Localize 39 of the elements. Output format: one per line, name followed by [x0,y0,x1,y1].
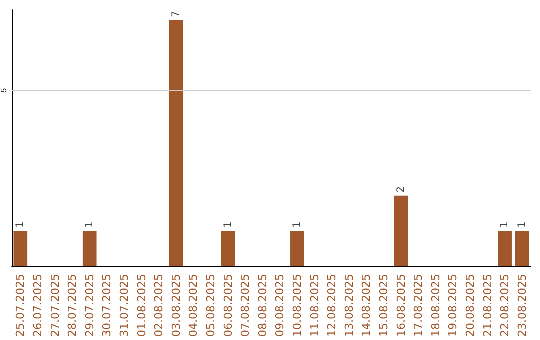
x-tick-label: 20.08.2025 [464,274,477,338]
x-tick-label: 31.07.2025 [118,274,131,338]
x-tick-label: 14.08.2025 [360,274,374,338]
x-tick-label: 23.08.2025 [516,274,529,338]
x-tick-label: 16.08.2025 [394,274,408,338]
data-label: 7 [170,11,182,18]
x-tick-label: 02.08.2025 [152,274,166,338]
x-tick-label: 25.07.2025 [14,274,28,338]
y-tick-label: 5 [0,88,8,93]
x-tick-label: 28.07.2025 [66,274,80,338]
x-tick-label: 18.08.2025 [429,274,442,338]
x-tick-label: 07.08.2025 [239,274,252,338]
x-tick-label: 19.08.2025 [446,274,460,338]
x-tick-label: 11.08.2025 [308,274,322,338]
x-tick-label: 29.07.2025 [83,274,96,338]
data-label: 1 [292,222,303,228]
x-tick-label: 13.08.2025 [342,274,356,338]
x-tick-label: 01.08.2025 [135,274,148,338]
data-label: 1 [84,222,96,228]
x-tick-label: 10.08.2025 [290,274,304,338]
data-label: 2 [396,186,407,193]
x-tick-label: 05.08.2025 [204,274,218,338]
data-label: 1 [15,222,26,228]
x-tick-label: 08.08.2025 [256,274,270,338]
x-tick-label: 06.08.2025 [222,274,235,338]
x-tick-label: 09.08.2025 [274,274,287,338]
x-tick-label: 15.08.2025 [377,274,390,338]
x-tick-label: 21.08.2025 [481,274,494,338]
data-label: 1 [500,222,511,228]
data-label: 1 [222,222,234,228]
x-tick-label: 30.07.2025 [100,274,114,338]
x-tick-label: 27.07.2025 [48,274,62,338]
x-tick-label: 17.08.2025 [412,274,426,338]
x-tick-label: 03.08.2025 [170,274,183,338]
x-tick-label: 22.08.2025 [498,274,512,338]
x-tick-label: 26.07.2025 [31,274,44,338]
data-label: 1 [516,222,528,228]
x-tick-label: 04.08.2025 [187,274,200,338]
x-tick-label: 12.08.2025 [326,274,339,338]
